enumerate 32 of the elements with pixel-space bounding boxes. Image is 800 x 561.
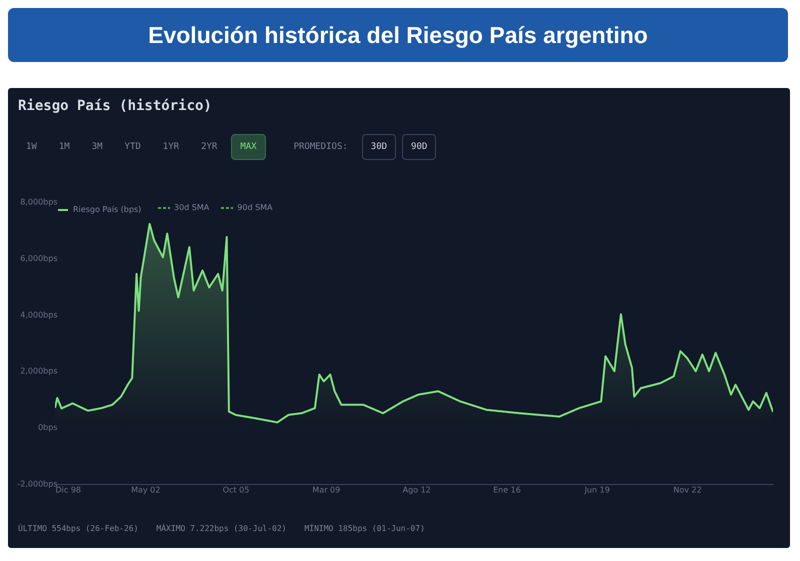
annotation: 30d SMA <box>174 203 210 212</box>
x-tick-label: Nov 22 <box>673 486 702 494</box>
y-tick-label: -2,000bps <box>17 480 58 488</box>
text: MÍNIMO 185bps (01-Jun-07) <box>304 524 425 533</box>
text: 30D <box>362 134 396 160</box>
text: 3M <box>90 141 104 154</box>
x-tick-label: Ago 12 <box>402 486 431 494</box>
y-tick-label: 6,000bps <box>20 254 58 263</box>
y-tick-label: 8,000bps <box>20 198 58 206</box>
annotation: 90d SMA <box>237 203 273 212</box>
chart-subtitle: Riesgo País (histórico) <box>18 98 212 114</box>
y-tick-label: 4,000bps <box>20 310 58 320</box>
text: MÁXIMO 7.222bps (30-Jul-02) <box>156 524 286 533</box>
text: 1M <box>58 141 71 154</box>
text: PROMEDIOS: <box>292 141 349 154</box>
x-tick-label: Oct 05 <box>222 486 250 494</box>
text: 1W <box>25 141 38 154</box>
text: 90D <box>402 134 436 160</box>
x-tick-label: Mar 09 <box>312 486 340 494</box>
x-tick-label: Ene 16 <box>493 486 521 494</box>
y-tick-label: 0bps <box>38 423 58 432</box>
legend-label: Riesgo País (bps) <box>73 205 142 214</box>
chart-title: Evolución histórica del Riesgo País argentino <box>8 8 788 62</box>
x-tick-label: Dic 98 <box>56 486 82 494</box>
text: ÚLTIMO 554bps (26-Feb-26) <box>18 524 138 533</box>
text: YTD <box>124 141 142 154</box>
y-tick-label: 2,000bps <box>20 366 58 376</box>
x-tick-label: May 02 <box>131 486 160 494</box>
text: 2YR <box>200 141 218 154</box>
text: 1YR <box>162 141 180 154</box>
x-tick-label: Jun 19 <box>584 486 610 494</box>
text: MAX <box>231 134 266 160</box>
